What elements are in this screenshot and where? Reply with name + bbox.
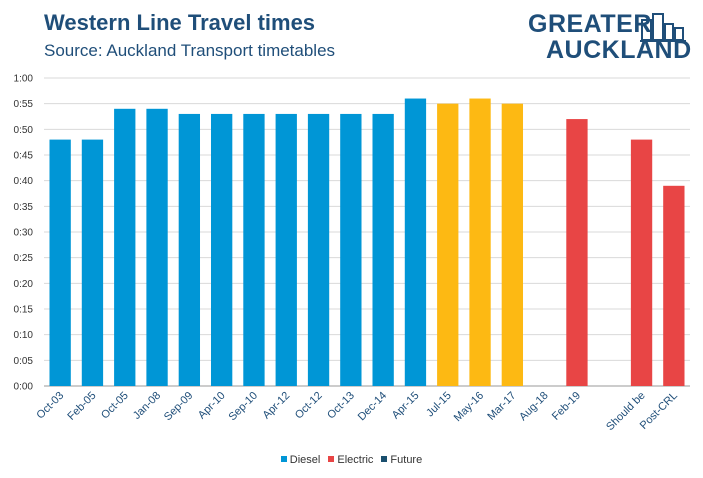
x-tick-label: Dec-14 <box>356 390 390 424</box>
x-tick-label: Oct-12 <box>293 390 325 422</box>
x-tick-label: Oct-03 <box>34 390 66 422</box>
x-tick-label: Apr-10 <box>196 390 228 422</box>
y-tick-label: 0:35 <box>14 202 34 213</box>
bar <box>81 139 104 386</box>
y-tick-label: 1:00 <box>14 74 34 85</box>
y-tick-label: 0:20 <box>14 279 34 290</box>
bar <box>146 108 168 387</box>
legend-label: Diesel <box>289 454 321 466</box>
y-tick-label: 0:45 <box>14 151 34 162</box>
x-tick-label: Jul-15 <box>424 390 454 420</box>
city-buildings-icon <box>640 13 686 42</box>
bar <box>210 113 233 386</box>
bar <box>307 113 330 386</box>
greater-auckland-logo: GREATER AUCKLAND <box>528 10 691 66</box>
legend-swatch <box>381 456 388 463</box>
legend-label: Electric <box>337 454 374 466</box>
bar <box>404 98 427 387</box>
bar <box>114 108 136 387</box>
x-tick-label: Feb-19 <box>550 390 583 423</box>
y-tick-label: 0:55 <box>14 99 34 110</box>
y-tick-label: 0:30 <box>14 228 34 239</box>
legend-swatch <box>328 456 335 463</box>
x-tick-label: Apr-12 <box>261 390 293 422</box>
x-tick-label: Feb-05 <box>65 390 98 423</box>
bar <box>663 185 685 386</box>
y-tick-label: 0:00 <box>14 382 34 393</box>
logo-text-line1: GREATER <box>528 10 652 38</box>
x-tick-label: Jan-08 <box>131 390 163 422</box>
legend-label: Future <box>390 454 423 466</box>
y-tick-label: 0:15 <box>14 305 34 316</box>
bar <box>372 113 394 386</box>
y-tick-label: 0:40 <box>14 176 34 187</box>
y-tick-label: 0:10 <box>14 330 34 341</box>
x-tick-label: Mar-17 <box>485 390 518 423</box>
bar <box>49 139 71 386</box>
bar <box>630 139 653 386</box>
legend-swatch <box>280 456 287 463</box>
bar <box>501 103 524 387</box>
bar <box>275 113 297 386</box>
legend-item: Future <box>381 454 422 466</box>
bar <box>243 113 265 386</box>
y-tick-label: 0:05 <box>14 356 34 367</box>
bar-chart: 0:00 0:05 0:10 0:15 0:20 0:25 0:30 0:35 0:40 0:45… <box>14 74 690 433</box>
y-tick-label: 0:50 <box>14 125 34 136</box>
bar <box>178 113 201 386</box>
chart-title: Western Line Travel times <box>44 10 316 35</box>
x-tick-label: May-16 <box>452 390 486 424</box>
x-tick-label: Oct-05 <box>99 390 131 422</box>
bar <box>566 119 588 387</box>
legend-item: Electric <box>328 454 373 466</box>
x-tick-label: Aug-18 <box>517 390 551 424</box>
chart-legend: Diesel Electric Future <box>0 454 703 466</box>
bar <box>469 98 491 387</box>
x-tick-label: Sep-10 <box>226 390 260 424</box>
x-tick-label: Sep-09 <box>162 390 196 424</box>
x-tick-label: Apr-15 <box>390 390 422 422</box>
chart-subtitle: Source: Auckland Transport timetables <box>44 41 336 60</box>
bar <box>340 113 362 386</box>
x-tick-label: Oct-13 <box>325 390 357 422</box>
y-tick-label: 0:25 <box>14 253 34 264</box>
legend-item: Diesel <box>280 454 321 466</box>
bar <box>437 103 459 387</box>
